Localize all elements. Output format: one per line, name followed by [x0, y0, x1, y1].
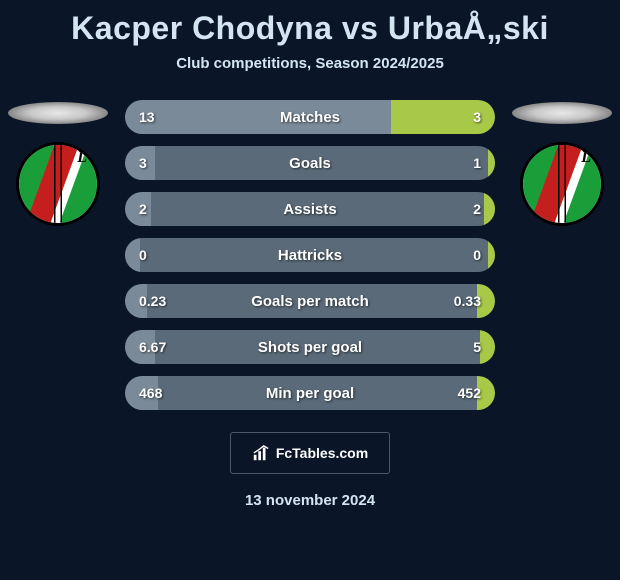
player-silhouette-shadow [8, 102, 108, 124]
stats-column: 133Matches 31Goals 22Assists 00Hattricks 0.2… [125, 100, 495, 410]
stat-bar: 468452Min per goal [125, 376, 495, 410]
main-row: L 133Matches 31Goals 22Assists 00Hattricks 0… [0, 100, 620, 410]
infographic-container: Kacper Chodyna vs UrbaÅ„ski Club competi… [0, 0, 620, 580]
club-badge-letter: L [77, 149, 87, 167]
right-player-col: L [507, 100, 617, 226]
stat-bar: 133Matches [125, 100, 495, 134]
stat-bar: 31Goals [125, 146, 495, 180]
stat-label: Assists [125, 201, 495, 218]
stat-label: Goals [125, 155, 495, 172]
club-badge-letter: L [581, 149, 591, 167]
stat-bar: 6.675Shots per goal [125, 330, 495, 364]
player-silhouette-shadow [512, 102, 612, 124]
source-badge[interactable]: FcTables.com [230, 432, 390, 474]
stat-label: Matches [125, 109, 495, 126]
club-badge-right: L [520, 142, 604, 226]
stat-label: Hattricks [125, 247, 495, 264]
source-text: FcTables.com [276, 445, 368, 461]
stat-label: Shots per goal [125, 339, 495, 356]
footer-date: 13 november 2024 [0, 492, 620, 509]
left-player-col: L [3, 100, 113, 226]
club-badge-left: L [16, 142, 100, 226]
stat-label: Min per goal [125, 385, 495, 402]
chart-icon [252, 444, 270, 462]
stat-bar: 22Assists [125, 192, 495, 226]
page-subtitle: Club competitions, Season 2024/2025 [0, 55, 620, 72]
stat-bar: 0.230.33Goals per match [125, 284, 495, 318]
stat-bar: 00Hattricks [125, 238, 495, 272]
page-title: Kacper Chodyna vs UrbaÅ„ski [0, 10, 620, 47]
stat-label: Goals per match [125, 293, 495, 310]
